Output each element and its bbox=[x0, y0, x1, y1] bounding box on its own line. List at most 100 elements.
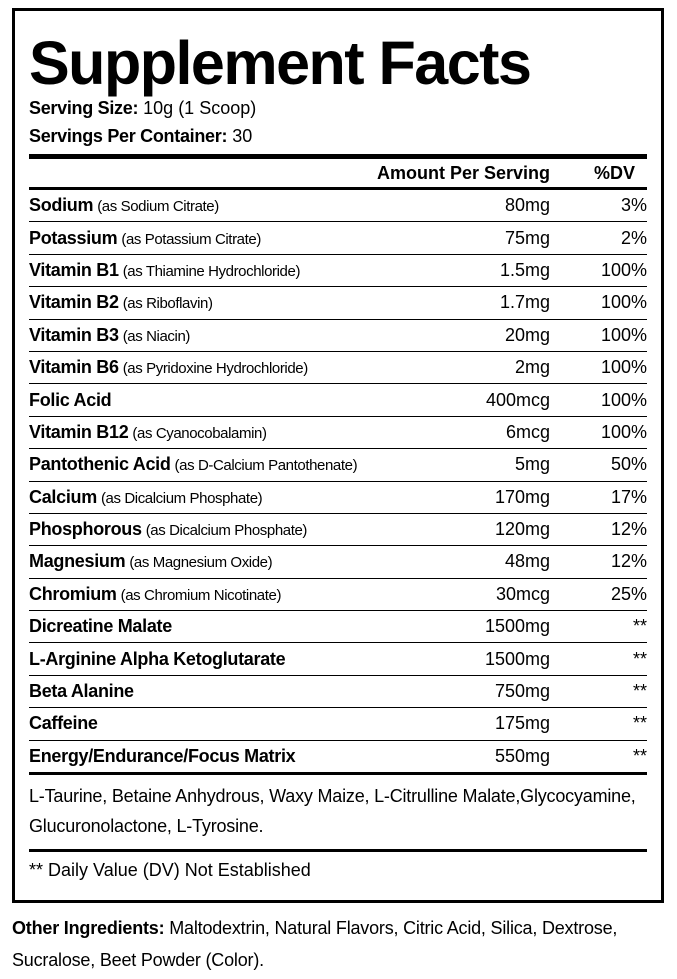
nutrient-row: Potassium (as Potassium Citrate) 75mg 2% bbox=[29, 222, 647, 255]
daily-value: 100% bbox=[600, 421, 647, 442]
nutrient-row: Pantothenic Acid (as D-Calcium Pantothena… bbox=[29, 449, 647, 482]
nutrient-cell: Pantothenic Acid (as D-Calcium Pantothena… bbox=[29, 454, 400, 475]
column-header: Amount Per Serving %DV bbox=[29, 159, 647, 190]
nutrient-cell: Calcium (as Dicalcium Phosphate) bbox=[29, 487, 400, 508]
nutrient-source: (as Pyridoxine Hydrochloride) bbox=[122, 360, 309, 378]
nutrient-row: Vitamin B1 (as Thiamine Hydrochloride) 1.5… bbox=[29, 255, 647, 288]
nutrient-row: Energy/Endurance/Focus Matrix 550mg ** bbox=[29, 741, 647, 772]
amount: 1.5mg bbox=[499, 259, 550, 280]
daily-value: 100% bbox=[600, 389, 647, 410]
amount: 120mg bbox=[494, 519, 550, 540]
daily-value: 100% bbox=[600, 357, 647, 378]
nutrient-row: Caffeine 175mg ** bbox=[29, 708, 647, 741]
nutrient-cell: Vitamin B6 (as Pyridoxine Hydrochloride) bbox=[29, 357, 400, 378]
amount: 5mg bbox=[514, 454, 550, 475]
amount: 6mcg bbox=[505, 421, 550, 442]
title: Supplement Facts bbox=[29, 29, 532, 97]
amount: 30mcg bbox=[495, 583, 550, 604]
nutrient-name: Caffeine bbox=[29, 713, 98, 734]
daily-value: ** bbox=[632, 616, 647, 637]
nutrient-row: Vitamin B6 (as Pyridoxine Hydrochloride) 2… bbox=[29, 352, 647, 385]
nutrient-cell: L-Arginine Alpha Ketoglutarate bbox=[29, 649, 400, 670]
footnote: ** Daily Value (DV) Not Established bbox=[29, 860, 311, 881]
nutrient-source: (as Cyanocobalamin) bbox=[132, 424, 267, 442]
value: 10g (1 Scoop) bbox=[143, 98, 257, 118]
amount: 1500mg bbox=[484, 616, 550, 637]
nutrient-cell: Chromium (as Chromium Nicotinate) bbox=[29, 584, 400, 605]
nutrient-name: Potassium bbox=[29, 227, 118, 248]
nutrient-name: Chromium bbox=[29, 583, 117, 604]
amount: 1500mg bbox=[484, 648, 550, 669]
daily-value: ** bbox=[632, 745, 647, 766]
daily-value: 100% bbox=[600, 324, 647, 345]
amount: 75mg bbox=[504, 227, 550, 248]
nutrient-name: Vitamin B2 bbox=[29, 292, 119, 313]
nutrient-row: Calcium (as Dicalcium Phosphate) 170mg 17% bbox=[29, 482, 647, 514]
amount: 550mg bbox=[494, 745, 550, 766]
daily-value: 50% bbox=[610, 454, 647, 475]
nutrient-source: (as Potassium Citrate) bbox=[121, 230, 261, 248]
other-ingredients: Other Ingredients: Maltodextrin, Natural… bbox=[12, 912, 662, 976]
daily-value: ** bbox=[632, 648, 647, 669]
label: Serving Size: bbox=[29, 98, 139, 118]
nutrient-cell: Vitamin B3 (as Niacin) bbox=[29, 325, 400, 346]
daily-value: 2% bbox=[620, 227, 647, 248]
nutrient-source: (as Thiamine Hydrochloride) bbox=[122, 262, 301, 280]
nutrient-name: Vitamin B12 bbox=[29, 421, 129, 442]
amount: 400mcg bbox=[485, 389, 550, 410]
nutrient-row: Dicreatine Malate 1500mg ** bbox=[29, 611, 647, 644]
daily-value: 12% bbox=[610, 551, 647, 572]
nutrient-row: Folic Acid 400mcg 100% bbox=[29, 384, 647, 417]
nutrient-row: L-Arginine Alpha Ketoglutarate 1500mg ** bbox=[29, 643, 647, 676]
nutrient-name: Folic Acid bbox=[29, 389, 112, 410]
amount: 750mg bbox=[494, 681, 550, 702]
nutrient-table: Sodium (as Sodium Citrate) 80mg 3% Potassium… bbox=[29, 190, 647, 776]
nutrient-source: (as Dicalcium Phosphate) bbox=[145, 522, 308, 540]
nutrient-name: L-Arginine Alpha Ketoglutarate bbox=[29, 648, 286, 669]
daily-value: 17% bbox=[610, 486, 647, 507]
dv-header: %DV bbox=[593, 162, 635, 183]
amount-header: Amount Per Serving bbox=[376, 162, 550, 183]
nutrient-cell: Phosphorous (as Dicalcium Phosphate) bbox=[29, 519, 400, 540]
nutrient-source: (as Niacin) bbox=[122, 327, 191, 345]
nutrient-cell: Folic Acid bbox=[29, 390, 400, 411]
nutrient-cell: Beta Alanine bbox=[29, 681, 400, 702]
nutrient-name: Energy/Endurance/Focus Matrix bbox=[29, 745, 296, 766]
nutrient-name: Phosphorous bbox=[29, 519, 142, 540]
nutrient-row: Chromium (as Chromium Nicotinate) 30mcg 25% bbox=[29, 579, 647, 612]
nutrient-row: Phosphorous (as Dicalcium Phosphate) 120mg… bbox=[29, 514, 647, 547]
blend-ingredients: L-Taurine, Betaine Anhydrous, Waxy Maize… bbox=[29, 775, 647, 853]
nutrient-cell: Vitamin B12 (as Cyanocobalamin) bbox=[29, 422, 400, 443]
nutrient-name: Calcium bbox=[29, 486, 97, 507]
nutrient-source: (as Riboflavin) bbox=[122, 295, 213, 313]
daily-value: ** bbox=[632, 681, 647, 702]
nutrient-name: Vitamin B1 bbox=[29, 259, 119, 280]
nutrient-source: (as Sodium Citrate) bbox=[97, 198, 219, 216]
label: Servings Per Container: bbox=[29, 126, 228, 146]
nutrient-row: Vitamin B3 (as Niacin) 20mg 100% bbox=[29, 320, 647, 352]
nutrient-name: Vitamin B6 bbox=[29, 357, 119, 378]
amount: 170mg bbox=[494, 486, 550, 507]
nutrient-cell: Dicreatine Malate bbox=[29, 616, 400, 637]
daily-value: 3% bbox=[620, 195, 647, 216]
nutrient-cell: Energy/Endurance/Focus Matrix bbox=[29, 746, 400, 767]
amount: 20mg bbox=[504, 324, 550, 345]
daily-value: 25% bbox=[610, 583, 647, 604]
nutrient-name: Magnesium bbox=[29, 551, 126, 572]
nutrient-cell: Vitamin B1 (as Thiamine Hydrochloride) bbox=[29, 260, 400, 281]
daily-value: 100% bbox=[600, 259, 647, 280]
nutrient-row: Sodium (as Sodium Citrate) 80mg 3% bbox=[29, 190, 647, 223]
servings-per-container: Servings Per Container: 30 bbox=[29, 122, 647, 159]
daily-value: 12% bbox=[610, 519, 647, 540]
serving-size: Serving Size: 10g (1 Scoop) bbox=[29, 94, 647, 122]
nutrient-row: Magnesium (as Magnesium Oxide) 48mg 12% bbox=[29, 546, 647, 579]
nutrient-cell: Sodium (as Sodium Citrate) bbox=[29, 195, 400, 216]
daily-value: ** bbox=[632, 713, 647, 734]
value: 30 bbox=[232, 126, 253, 146]
amount: 175mg bbox=[494, 713, 550, 734]
amount: 2mg bbox=[514, 357, 550, 378]
nutrient-name: Pantothenic Acid bbox=[29, 454, 171, 475]
nutrient-row: Vitamin B2 (as Riboflavin) 1.7mg 100% bbox=[29, 287, 647, 320]
nutrient-cell: Magnesium (as Magnesium Oxide) bbox=[29, 551, 400, 572]
